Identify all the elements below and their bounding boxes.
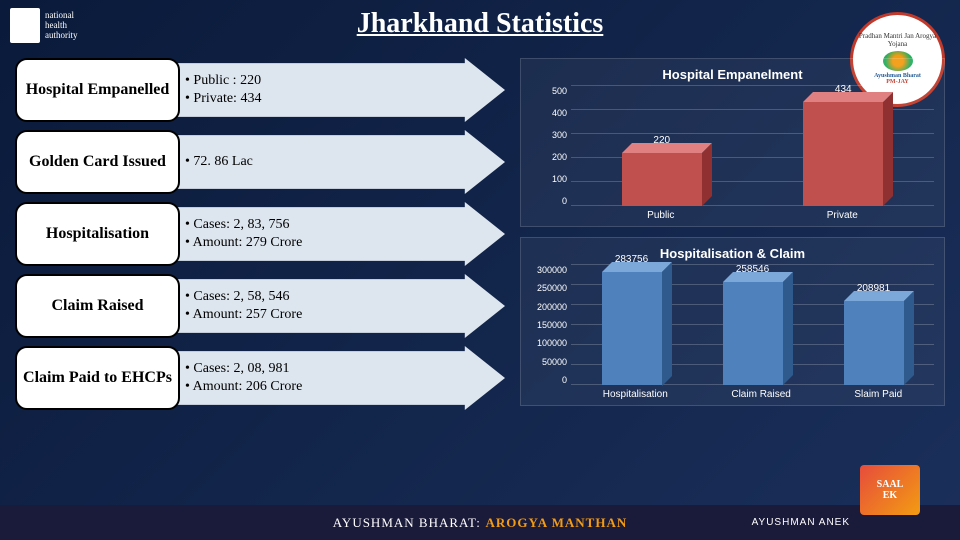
y-tick: 50000 xyxy=(531,357,571,367)
bars-container: 220 434 xyxy=(571,86,934,206)
content-area: Hospital Empanelled• Public : 220• Priva… xyxy=(0,48,960,460)
bar-value-label: 208981 xyxy=(857,283,890,294)
logo-left: nationalhealthauthority xyxy=(10,5,130,45)
bar: 208981 xyxy=(844,301,904,385)
x-label: Claim Raised xyxy=(731,389,790,400)
footer-brand: AYUSHMAN BHARAT: xyxy=(333,515,481,531)
stat-row: Claim Raised• Cases: 2, 58, 546• Amount:… xyxy=(15,274,505,338)
y-tick: 200000 xyxy=(531,302,571,312)
bar: 220 xyxy=(622,153,702,206)
y-axis: 0 100 200 300 400 500 xyxy=(531,86,571,206)
y-tick: 100 xyxy=(531,174,571,184)
stat-value: • Cases: 2, 08, 981• Amount: 206 Crore xyxy=(170,346,505,410)
stat-value: • 72. 86 Lac xyxy=(170,130,505,194)
stat-value: • Cases: 2, 83, 756• Amount: 279 Crore xyxy=(170,202,505,266)
bar-value-label: 434 xyxy=(835,84,852,95)
y-tick: 0 xyxy=(531,196,571,206)
stat-label: Claim Paid to EHCPs xyxy=(15,346,180,410)
stats-column: Hospital Empanelled• Public : 220• Priva… xyxy=(15,58,505,410)
stat-row: Hospitalisation• Cases: 2, 83, 756• Amou… xyxy=(15,202,505,266)
chart-empanelment: Hospital Empanelment 0 100 200 300 400 500 220 4… xyxy=(520,58,945,227)
x-axis: Hospitalisation Claim Raised Slaim Paid xyxy=(571,389,934,400)
logo-left-text: nationalhealthauthority xyxy=(45,10,78,40)
stat-label: Golden Card Issued xyxy=(15,130,180,194)
y-tick: 250000 xyxy=(531,283,571,293)
y-tick: 200 xyxy=(531,152,571,162)
stat-label: Hospital Empanelled xyxy=(15,58,180,122)
y-tick: 0 xyxy=(531,375,571,385)
stat-label: Claim Raised xyxy=(15,274,180,338)
bar: 258546 xyxy=(723,282,783,385)
footer-accent: AROGYA MANTHAN xyxy=(486,515,628,531)
y-tick: 500 xyxy=(531,86,571,96)
y-axis: 0 50000 100000 150000 200000 250000 300000 xyxy=(531,265,571,385)
chart-title: Hospital Empanelment xyxy=(531,67,934,82)
bar-value-label: 283756 xyxy=(615,254,648,265)
y-tick: 300 xyxy=(531,130,571,140)
chart-hospitalisation: Hospitalisation & Claim 0 50000 100000 15000… xyxy=(520,237,945,406)
x-label: Private xyxy=(827,210,858,221)
footer-bar: AYUSHMAN BHARAT: AROGYA MANTHAN AYUSHMAN… xyxy=(0,505,960,540)
y-tick: 400 xyxy=(531,108,571,118)
y-tick: 150000 xyxy=(531,320,571,330)
x-axis: Public Private xyxy=(571,210,934,221)
stat-label: Hospitalisation xyxy=(15,202,180,266)
y-tick: 300000 xyxy=(531,265,571,275)
stat-row: Claim Paid to EHCPs• Cases: 2, 08, 981• … xyxy=(15,346,505,410)
page-title: Jharkhand Statistics xyxy=(0,0,960,48)
x-label: Hospitalisation xyxy=(603,389,668,400)
bar-value-label: 258546 xyxy=(736,264,769,275)
y-tick: 100000 xyxy=(531,338,571,348)
stat-row: Hospital Empanelled• Public : 220• Priva… xyxy=(15,58,505,122)
x-label: Public xyxy=(647,210,674,221)
charts-column: Hospital Empanelment 0 100 200 300 400 500 220 4… xyxy=(520,58,945,410)
emblem-icon xyxy=(10,8,40,43)
footer-badge: SAALEK xyxy=(860,465,920,515)
chart-title: Hospitalisation & Claim xyxy=(531,246,934,261)
stat-value: • Cases: 2, 58, 546• Amount: 257 Crore xyxy=(170,274,505,338)
chart-area: 0 100 200 300 400 500 220 434 Public Private xyxy=(531,86,934,221)
footer-right: AYUSHMAN ANEK xyxy=(752,517,850,528)
stat-row: Golden Card Issued• 72. 86 Lac xyxy=(15,130,505,194)
bar: 283756 xyxy=(602,272,662,386)
bars-container: 283756 258546 208981 xyxy=(571,265,934,385)
chart-area: 0500001000001500002000002500003000002837… xyxy=(531,265,934,400)
bar-value-label: 220 xyxy=(653,135,670,146)
stat-value: • Public : 220• Private: 434 xyxy=(170,58,505,122)
bar: 434 xyxy=(803,102,883,206)
x-label: Slaim Paid xyxy=(854,389,902,400)
